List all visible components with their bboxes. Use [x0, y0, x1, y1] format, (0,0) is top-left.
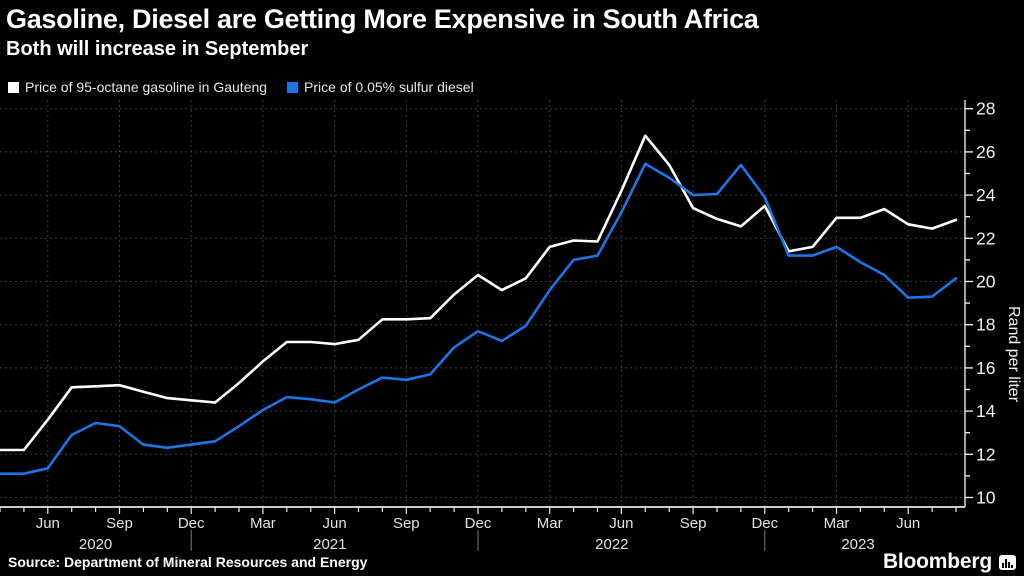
- svg-text:2023: 2023: [841, 536, 874, 553]
- chart-subtitle: Both will increase in September: [6, 38, 309, 60]
- svg-text:10: 10: [976, 488, 996, 508]
- svg-text:28: 28: [976, 99, 995, 119]
- svg-text:Sep: Sep: [680, 515, 707, 532]
- svg-text:Dec: Dec: [178, 515, 205, 532]
- svg-text:Mar: Mar: [824, 515, 850, 532]
- svg-text:22: 22: [976, 228, 995, 248]
- source-note: Source: Department of Mineral Resources …: [8, 554, 368, 570]
- svg-text:2022: 2022: [595, 536, 628, 553]
- svg-text:Sep: Sep: [106, 515, 133, 532]
- legend-item-gasoline: Price of 95-octane gasoline in Gauteng: [8, 79, 267, 95]
- svg-text:Dec: Dec: [751, 515, 778, 532]
- svg-text:24: 24: [976, 185, 996, 205]
- svg-text:Jun: Jun: [36, 515, 60, 532]
- svg-text:2020: 2020: [79, 536, 112, 553]
- chart-footer: Source: Department of Mineral Resources …: [0, 549, 1024, 575]
- svg-text:14: 14: [976, 401, 996, 421]
- chart-legend: Price of 95-octane gasoline in Gauteng P…: [8, 79, 494, 95]
- svg-text:Dec: Dec: [465, 515, 492, 532]
- bloomberg-logo: Bloomberg: [883, 550, 1016, 574]
- svg-text:16: 16: [976, 358, 995, 378]
- svg-text:Jun: Jun: [323, 515, 347, 532]
- svg-text:2021: 2021: [313, 536, 346, 553]
- legend-label-diesel: Price of 0.05% sulfur diesel: [304, 79, 474, 95]
- svg-text:12: 12: [976, 444, 995, 464]
- page-title: Gasoline, Diesel are Getting More Expens…: [6, 4, 759, 34]
- legend-item-diesel: Price of 0.05% sulfur diesel: [287, 79, 474, 95]
- svg-text:Mar: Mar: [537, 515, 563, 532]
- svg-text:20: 20: [976, 272, 996, 292]
- svg-text:18: 18: [976, 315, 995, 335]
- svg-text:Jun: Jun: [609, 515, 633, 532]
- svg-text:Rand per liter: Rand per liter: [1005, 306, 1022, 403]
- legend-label-gasoline: Price of 95-octane gasoline in Gauteng: [25, 79, 268, 95]
- series-line-gasoline: [0, 134, 958, 452]
- svg-text:Jun: Jun: [896, 515, 920, 532]
- bloomberg-wordmark: Bloomberg: [882, 550, 992, 573]
- gasoline-swatch-icon: [8, 81, 19, 93]
- bar-chart-icon: [999, 554, 1016, 570]
- svg-text:Sep: Sep: [393, 515, 420, 532]
- svg-text:26: 26: [976, 142, 995, 162]
- svg-text:Mar: Mar: [250, 515, 276, 532]
- diesel-swatch-icon: [287, 81, 299, 93]
- series-line-diesel: [0, 162, 958, 476]
